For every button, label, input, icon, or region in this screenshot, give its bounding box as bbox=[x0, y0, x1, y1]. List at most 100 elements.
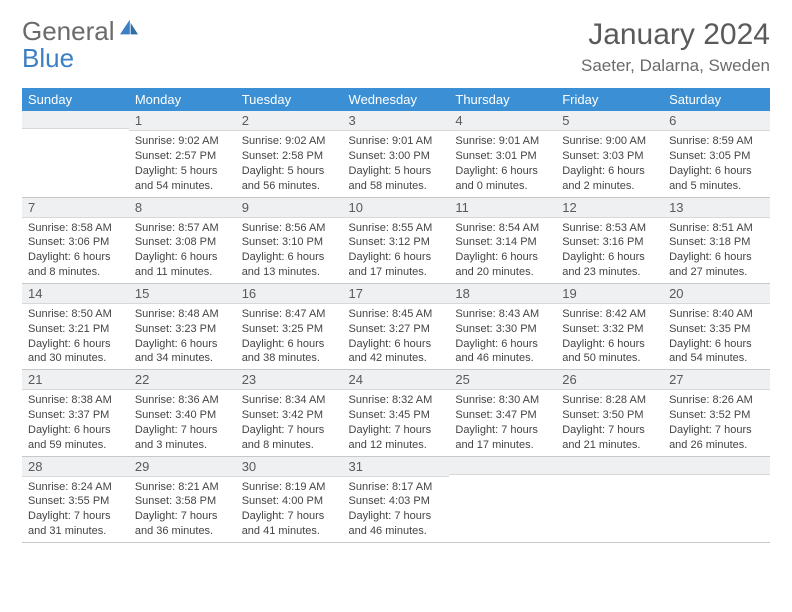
day-number: 15 bbox=[129, 284, 236, 304]
day-details: Sunrise: 8:53 AMSunset: 3:16 PMDaylight:… bbox=[556, 218, 663, 283]
day-number: 25 bbox=[449, 370, 556, 390]
day-details: Sunrise: 8:17 AMSunset: 4:03 PMDaylight:… bbox=[343, 477, 450, 542]
daylight-text: Daylight: 7 hours and 8 minutes. bbox=[242, 423, 337, 453]
daylight-text: Daylight: 6 hours and 30 minutes. bbox=[28, 337, 123, 367]
day-number: 23 bbox=[236, 370, 343, 390]
sunrise-text: Sunrise: 9:02 AM bbox=[242, 134, 337, 149]
day-details: Sunrise: 8:38 AMSunset: 3:37 PMDaylight:… bbox=[22, 390, 129, 455]
sunrise-text: Sunrise: 8:17 AM bbox=[349, 480, 444, 495]
calendar-cell: 9Sunrise: 8:56 AMSunset: 3:10 PMDaylight… bbox=[236, 197, 343, 283]
calendar-row: 28Sunrise: 8:24 AMSunset: 3:55 PMDayligh… bbox=[22, 456, 770, 542]
day-number: 28 bbox=[22, 457, 129, 477]
daylight-text: Daylight: 6 hours and 11 minutes. bbox=[135, 250, 230, 280]
daylight-text: Daylight: 5 hours and 58 minutes. bbox=[349, 164, 444, 194]
calendar-cell: 31Sunrise: 8:17 AMSunset: 4:03 PMDayligh… bbox=[343, 456, 450, 542]
sunset-text: Sunset: 2:58 PM bbox=[242, 149, 337, 164]
sunrise-text: Sunrise: 8:28 AM bbox=[562, 393, 657, 408]
day-details: Sunrise: 8:32 AMSunset: 3:45 PMDaylight:… bbox=[343, 390, 450, 455]
sunset-text: Sunset: 3:50 PM bbox=[562, 408, 657, 423]
day-details: Sunrise: 8:26 AMSunset: 3:52 PMDaylight:… bbox=[663, 390, 770, 455]
calendar-row: 14Sunrise: 8:50 AMSunset: 3:21 PMDayligh… bbox=[22, 283, 770, 369]
calendar-cell: 12Sunrise: 8:53 AMSunset: 3:16 PMDayligh… bbox=[556, 197, 663, 283]
calendar-cell bbox=[449, 456, 556, 542]
day-number: 19 bbox=[556, 284, 663, 304]
daylight-text: Daylight: 6 hours and 42 minutes. bbox=[349, 337, 444, 367]
sunset-text: Sunset: 3:18 PM bbox=[669, 235, 764, 250]
day-details: Sunrise: 8:47 AMSunset: 3:25 PMDaylight:… bbox=[236, 304, 343, 369]
sunrise-text: Sunrise: 8:38 AM bbox=[28, 393, 123, 408]
day-details: Sunrise: 8:42 AMSunset: 3:32 PMDaylight:… bbox=[556, 304, 663, 369]
calendar-row: 21Sunrise: 8:38 AMSunset: 3:37 PMDayligh… bbox=[22, 370, 770, 456]
sunset-text: Sunset: 3:55 PM bbox=[28, 494, 123, 509]
day-details: Sunrise: 8:43 AMSunset: 3:30 PMDaylight:… bbox=[449, 304, 556, 369]
sunset-text: Sunset: 2:57 PM bbox=[135, 149, 230, 164]
day-details: Sunrise: 8:24 AMSunset: 3:55 PMDaylight:… bbox=[22, 477, 129, 542]
sunset-text: Sunset: 3:14 PM bbox=[455, 235, 550, 250]
day-details: Sunrise: 8:56 AMSunset: 3:10 PMDaylight:… bbox=[236, 218, 343, 283]
daylight-text: Daylight: 7 hours and 12 minutes. bbox=[349, 423, 444, 453]
day-number: 13 bbox=[663, 198, 770, 218]
calendar-cell: 29Sunrise: 8:21 AMSunset: 3:58 PMDayligh… bbox=[129, 456, 236, 542]
day-number: 2 bbox=[236, 111, 343, 131]
calendar-cell: 11Sunrise: 8:54 AMSunset: 3:14 PMDayligh… bbox=[449, 197, 556, 283]
calendar-cell: 7Sunrise: 8:58 AMSunset: 3:06 PMDaylight… bbox=[22, 197, 129, 283]
day-number: 12 bbox=[556, 198, 663, 218]
calendar-cell: 23Sunrise: 8:34 AMSunset: 3:42 PMDayligh… bbox=[236, 370, 343, 456]
calendar-cell: 24Sunrise: 8:32 AMSunset: 3:45 PMDayligh… bbox=[343, 370, 450, 456]
day-number: 16 bbox=[236, 284, 343, 304]
day-number bbox=[663, 457, 770, 475]
sunrise-text: Sunrise: 8:19 AM bbox=[242, 480, 337, 495]
sunrise-text: Sunrise: 8:42 AM bbox=[562, 307, 657, 322]
calendar-cell: 2Sunrise: 9:02 AMSunset: 2:58 PMDaylight… bbox=[236, 111, 343, 197]
sunrise-text: Sunrise: 8:30 AM bbox=[455, 393, 550, 408]
calendar-cell: 22Sunrise: 8:36 AMSunset: 3:40 PMDayligh… bbox=[129, 370, 236, 456]
calendar-cell bbox=[663, 456, 770, 542]
sunset-text: Sunset: 3:32 PM bbox=[562, 322, 657, 337]
daylight-text: Daylight: 7 hours and 26 minutes. bbox=[669, 423, 764, 453]
col-tuesday: Tuesday bbox=[236, 88, 343, 111]
sunrise-text: Sunrise: 8:59 AM bbox=[669, 134, 764, 149]
day-number: 18 bbox=[449, 284, 556, 304]
brand-part2: Blue bbox=[22, 43, 74, 73]
day-number: 27 bbox=[663, 370, 770, 390]
day-details: Sunrise: 9:02 AMSunset: 2:57 PMDaylight:… bbox=[129, 131, 236, 196]
col-sunday: Sunday bbox=[22, 88, 129, 111]
sunset-text: Sunset: 3:10 PM bbox=[242, 235, 337, 250]
day-details: Sunrise: 8:50 AMSunset: 3:21 PMDaylight:… bbox=[22, 304, 129, 369]
calendar-table: Sunday Monday Tuesday Wednesday Thursday… bbox=[22, 88, 770, 543]
sunset-text: Sunset: 3:12 PM bbox=[349, 235, 444, 250]
day-number: 7 bbox=[22, 198, 129, 218]
day-number: 6 bbox=[663, 111, 770, 131]
sunrise-text: Sunrise: 9:02 AM bbox=[135, 134, 230, 149]
day-details: Sunrise: 8:55 AMSunset: 3:12 PMDaylight:… bbox=[343, 218, 450, 283]
calendar-cell: 3Sunrise: 9:01 AMSunset: 3:00 PMDaylight… bbox=[343, 111, 450, 197]
daylight-text: Daylight: 6 hours and 17 minutes. bbox=[349, 250, 444, 280]
calendar-cell: 27Sunrise: 8:26 AMSunset: 3:52 PMDayligh… bbox=[663, 370, 770, 456]
day-details: Sunrise: 8:51 AMSunset: 3:18 PMDaylight:… bbox=[663, 218, 770, 283]
day-number bbox=[556, 457, 663, 475]
day-number: 1 bbox=[129, 111, 236, 131]
day-details: Sunrise: 8:21 AMSunset: 3:58 PMDaylight:… bbox=[129, 477, 236, 542]
sunrise-text: Sunrise: 8:50 AM bbox=[28, 307, 123, 322]
daylight-text: Daylight: 7 hours and 21 minutes. bbox=[562, 423, 657, 453]
day-details: Sunrise: 8:54 AMSunset: 3:14 PMDaylight:… bbox=[449, 218, 556, 283]
calendar-cell: 18Sunrise: 8:43 AMSunset: 3:30 PMDayligh… bbox=[449, 283, 556, 369]
daylight-text: Daylight: 7 hours and 46 minutes. bbox=[349, 509, 444, 539]
day-number: 5 bbox=[556, 111, 663, 131]
day-details: Sunrise: 8:48 AMSunset: 3:23 PMDaylight:… bbox=[129, 304, 236, 369]
sunrise-text: Sunrise: 8:43 AM bbox=[455, 307, 550, 322]
daylight-text: Daylight: 6 hours and 38 minutes. bbox=[242, 337, 337, 367]
calendar-body: 1Sunrise: 9:02 AMSunset: 2:57 PMDaylight… bbox=[22, 111, 770, 543]
calendar-cell: 4Sunrise: 9:01 AMSunset: 3:01 PMDaylight… bbox=[449, 111, 556, 197]
calendar-cell: 1Sunrise: 9:02 AMSunset: 2:57 PMDaylight… bbox=[129, 111, 236, 197]
sunrise-text: Sunrise: 8:54 AM bbox=[455, 221, 550, 236]
day-details: Sunrise: 8:36 AMSunset: 3:40 PMDaylight:… bbox=[129, 390, 236, 455]
sunset-text: Sunset: 3:35 PM bbox=[669, 322, 764, 337]
calendar-cell bbox=[556, 456, 663, 542]
sunset-text: Sunset: 3:47 PM bbox=[455, 408, 550, 423]
daylight-text: Daylight: 5 hours and 54 minutes. bbox=[135, 164, 230, 194]
col-wednesday: Wednesday bbox=[343, 88, 450, 111]
calendar-cell: 6Sunrise: 8:59 AMSunset: 3:05 PMDaylight… bbox=[663, 111, 770, 197]
calendar-row: 1Sunrise: 9:02 AMSunset: 2:57 PMDaylight… bbox=[22, 111, 770, 197]
daylight-text: Daylight: 7 hours and 36 minutes. bbox=[135, 509, 230, 539]
